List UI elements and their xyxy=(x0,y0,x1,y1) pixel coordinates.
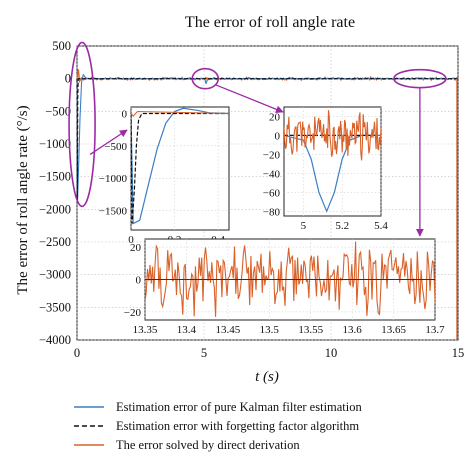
legend-label: Estimation error of pure Kalman filter e… xyxy=(116,400,363,414)
inset-series-direct-derivation xyxy=(131,110,229,117)
inset-series-forgetting-factor xyxy=(131,112,229,224)
x-tick-label: 15 xyxy=(452,346,465,360)
inset-series-direct-derivation xyxy=(284,110,381,161)
zoom-insets: 0−500−1000−150000.20.4200−20−40−60−8055.… xyxy=(99,106,445,336)
inset-y-tick-label: −60 xyxy=(263,187,281,199)
inset-x-tick-label: 5.2 xyxy=(335,220,349,232)
zoom-region-start xyxy=(68,41,96,208)
inset-y-tick-label: −40 xyxy=(263,168,281,180)
y-axis-label: The error of roll angle rate (°/s) xyxy=(15,105,31,294)
y-tick-label: −1500 xyxy=(39,170,71,184)
zoom-arrow-2 xyxy=(215,84,284,113)
zoom-connectors xyxy=(68,41,447,237)
inset-y-tick-label: 20 xyxy=(130,242,142,254)
series-pure-kalman xyxy=(76,73,458,203)
chart-title: The error of roll angle rate xyxy=(185,14,355,31)
y-tick-label: −3000 xyxy=(39,268,71,282)
x-tick-label: 0 xyxy=(74,346,80,360)
inset-y-tick-label: −20 xyxy=(263,149,281,161)
inset-y-tick-label: 0 xyxy=(275,130,281,142)
inset-y-tick-label: −500 xyxy=(104,141,127,153)
inset-y-tick-label: 0 xyxy=(122,108,128,120)
inset-y-tick-label: −1000 xyxy=(99,173,128,185)
inset-x-tick-label: 5.4 xyxy=(374,220,388,232)
inset-x-tick-label: 13.55 xyxy=(298,324,323,336)
series-forgetting-factor xyxy=(76,78,458,203)
legend-item: Estimation error of pure Kalman filter e… xyxy=(74,400,363,414)
legend-label: Estimation error with forgetting factor … xyxy=(116,419,359,433)
inset-y-tick-label: 0 xyxy=(136,275,142,287)
main-plot-area xyxy=(76,69,459,340)
inset-y-tick-label: 20 xyxy=(269,111,281,123)
inset-x-tick-label: 13.65 xyxy=(381,324,406,336)
inset-x-tick-label: 13.4 xyxy=(177,324,197,336)
inset-frame xyxy=(130,106,230,231)
x-tick-label: 10 xyxy=(325,346,338,360)
inset-t13: 20 0 −20 13.35 13.4 13.45 13.5 13.55 13.6 13.65 13… xyxy=(124,238,445,336)
inset-series-pure-kalman xyxy=(131,107,229,225)
inset-x-tick-label: 13.5 xyxy=(260,324,280,336)
legend: Estimation error of pure Kalman filter e… xyxy=(74,400,363,452)
legend-label: The error solved by direct derivation xyxy=(116,438,300,452)
y-tick-label: 500 xyxy=(52,39,71,53)
y-tick-label: −2000 xyxy=(39,202,71,216)
x-axis-label: t (s) xyxy=(255,369,279,385)
zoom-region-5s xyxy=(191,67,220,90)
y-tick-label: −3500 xyxy=(39,300,71,314)
y-tick-label: 0 xyxy=(65,72,71,86)
y-tick-label: −1000 xyxy=(39,137,71,151)
inset-x-tick-label: 13.45 xyxy=(215,324,240,336)
inset-x-tick-label: 5 xyxy=(301,220,307,232)
inset-y-tick-label: −1500 xyxy=(99,206,128,218)
inset-x-tick-label: 13.6 xyxy=(343,324,363,336)
inset-t5: 20 0 −20 −40 −60 −80 5 5.2 5.4 xyxy=(263,106,388,232)
y-tick-label: −500 xyxy=(45,104,71,118)
inset-x-tick-label: 13.35 xyxy=(133,324,158,336)
y-tick-label: −2500 xyxy=(39,235,71,249)
legend-item: Estimation error with forgetting factor … xyxy=(74,419,359,433)
inset-series-direct-derivation xyxy=(145,241,435,317)
inset-y-tick-label: −20 xyxy=(124,307,142,319)
inset-x-tick-label: 13.7 xyxy=(425,324,445,336)
inset-y-tick-label: −80 xyxy=(263,206,281,218)
x-tick-label: 5 xyxy=(201,346,207,360)
legend-item: The error solved by direct derivation xyxy=(74,438,300,452)
zoom-arrow-1 xyxy=(89,129,128,155)
y-tick-label: −4000 xyxy=(39,333,71,347)
inset-x-tick-label: 0 xyxy=(128,234,134,246)
